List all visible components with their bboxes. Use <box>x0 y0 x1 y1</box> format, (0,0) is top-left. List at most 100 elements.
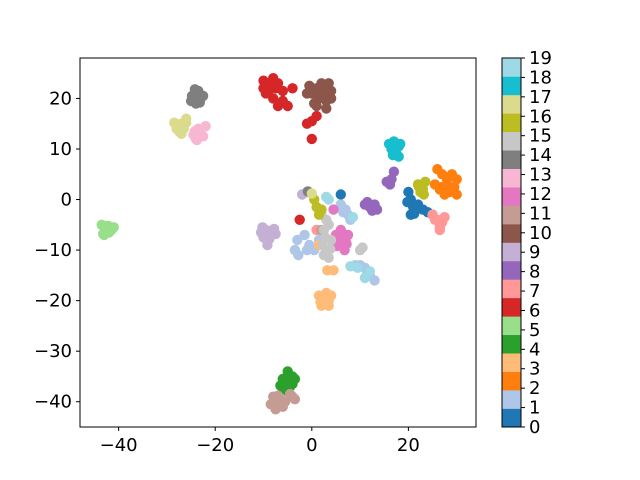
data-point <box>321 103 332 114</box>
colorbar-cell <box>502 353 521 372</box>
y-tick-label: −10 <box>34 240 72 261</box>
data-point <box>451 189 462 200</box>
data-point <box>176 128 187 139</box>
data-point <box>268 223 280 235</box>
colorbar-cell <box>502 260 521 280</box>
colorbar-cell <box>502 113 521 133</box>
data-point <box>169 117 180 128</box>
data-point <box>301 244 313 256</box>
colorbar-cell <box>502 224 521 243</box>
colorbar-cell <box>502 131 521 151</box>
colorbar-cell <box>502 150 521 169</box>
y-tick-label: −40 <box>34 392 72 413</box>
colorbar-tick-label: 11 <box>529 203 552 224</box>
colorbar-cell <box>502 76 521 96</box>
colorbar-cell <box>502 168 521 188</box>
colorbar-tick-label: 4 <box>529 339 540 360</box>
data-point <box>402 196 413 208</box>
data-point <box>299 229 310 241</box>
data-point <box>284 388 296 400</box>
data-point <box>282 100 293 112</box>
y-tick-label: 10 <box>49 139 72 160</box>
data-point <box>189 84 201 95</box>
data-point <box>316 83 327 94</box>
data-point <box>306 133 317 145</box>
colorbar-tick-label: 2 <box>529 378 540 399</box>
data-point <box>287 83 298 94</box>
data-point <box>323 194 334 205</box>
data-point <box>277 85 288 97</box>
data-point <box>328 204 339 215</box>
colorbar-cell <box>502 408 521 428</box>
y-tick-label: −20 <box>34 291 72 312</box>
data-point <box>263 85 274 97</box>
colorbar-tick-label: 3 <box>529 359 540 380</box>
data-point <box>325 243 336 255</box>
colorbar-tick-label: 1 <box>529 398 540 419</box>
data-point <box>418 189 429 200</box>
data-point <box>325 85 337 97</box>
x-tick-label: −40 <box>100 435 138 456</box>
data-point <box>439 212 450 223</box>
data-point <box>289 373 301 385</box>
data-point <box>362 196 373 208</box>
x-tick-label: 0 <box>306 435 317 456</box>
data-point <box>292 234 303 246</box>
colorbar-cells <box>502 58 521 428</box>
colorbar-cell <box>502 390 521 409</box>
data-point <box>268 93 279 104</box>
data-point <box>369 275 380 286</box>
colorbar-tick-label: 6 <box>529 300 540 321</box>
data-point <box>102 220 114 231</box>
data-point <box>413 181 425 193</box>
colorbar-tick-label: 15 <box>529 126 552 147</box>
colorbar-cell <box>502 187 521 206</box>
data-point <box>335 189 346 200</box>
colorbar-tick-label: 18 <box>529 67 552 88</box>
data-point <box>395 138 406 150</box>
data-point <box>317 295 328 306</box>
data-point <box>304 80 315 92</box>
data-point <box>258 75 269 86</box>
data-point <box>364 266 375 277</box>
colorbar-cell <box>502 279 521 299</box>
data-point <box>272 100 284 112</box>
colorbar-cell <box>502 205 521 225</box>
colorbar-frame <box>501 57 522 428</box>
data-point <box>294 214 305 225</box>
data-point <box>352 262 363 273</box>
data-point <box>325 290 337 301</box>
data-point <box>98 228 109 240</box>
colorbar-cell <box>502 58 521 77</box>
colorbar-cell <box>502 371 521 391</box>
colorbar-tick-label: 9 <box>529 242 540 263</box>
data-point <box>357 242 368 253</box>
data-point <box>316 204 327 215</box>
colorbar-tick-label: 0 <box>529 417 540 438</box>
colorbar-tick-label: 13 <box>529 165 552 186</box>
plot-area: −40 −20 0 20 −40 −30 −20 −10 0 10 20 <box>34 57 477 456</box>
data-point <box>335 224 346 236</box>
data-point <box>341 238 352 250</box>
data-point <box>191 134 203 146</box>
data-points <box>96 73 462 415</box>
data-point <box>306 188 317 199</box>
data-point <box>280 396 291 407</box>
data-point <box>262 239 273 251</box>
y-tick-label: 0 <box>61 190 72 211</box>
x-axis-ticks: −40 −20 0 20 <box>100 427 420 456</box>
colorbar-tick-label: 10 <box>529 223 552 244</box>
y-tick-label: −30 <box>34 341 72 362</box>
colorbar-cell <box>502 316 521 336</box>
data-point <box>325 93 337 104</box>
data-point <box>335 199 346 210</box>
data-point <box>272 390 284 401</box>
data-point <box>387 149 399 161</box>
colorbar-tick-label: 19 <box>529 48 552 69</box>
data-point <box>320 232 331 243</box>
colorbar-cell <box>502 297 521 317</box>
data-point <box>281 378 292 390</box>
colorbar-cell <box>502 242 521 262</box>
